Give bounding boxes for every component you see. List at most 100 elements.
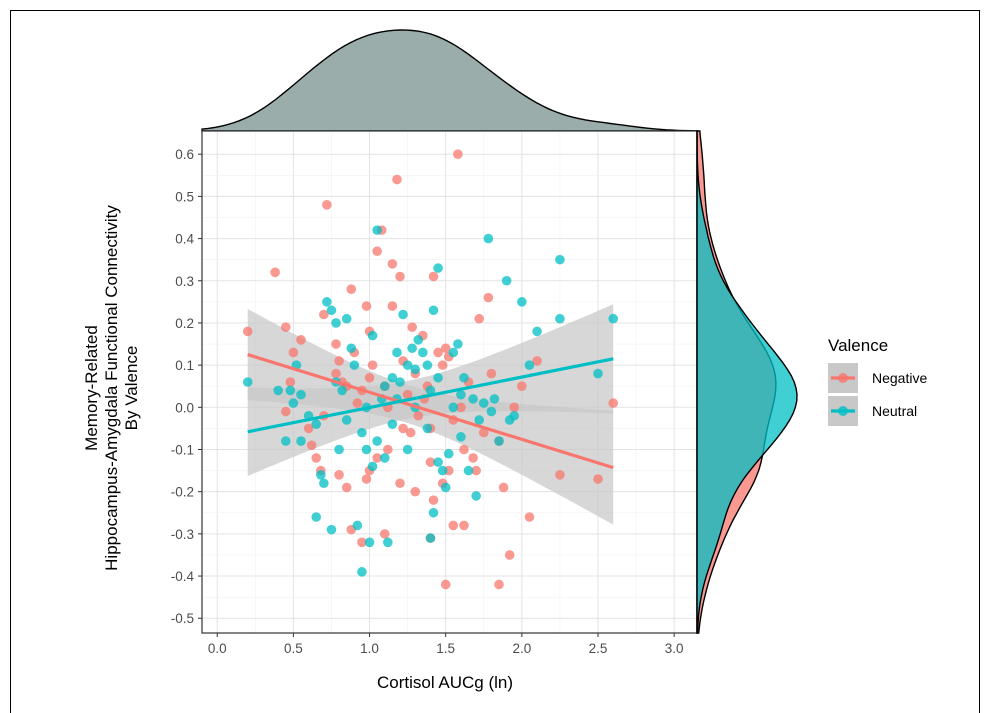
point-negative [346, 284, 357, 294]
point-negative [285, 377, 296, 387]
y-tick-label: -0.2 [171, 485, 194, 500]
point-negative [425, 457, 436, 467]
x-axis-title: Cortisol AUCg (ln) [377, 673, 513, 692]
point-neutral [395, 377, 405, 387]
point-negative [504, 550, 515, 560]
point-negative [402, 389, 413, 400]
point-neutral [468, 394, 478, 404]
point-neutral [398, 309, 408, 320]
point-neutral [311, 419, 322, 429]
point-negative [474, 313, 485, 324]
x-axis-ticks: 0.0 0.5 1.0 1.5 2.0 2.5 3.0 [208, 633, 684, 656]
point-negative [331, 339, 341, 349]
point-neutral [346, 343, 357, 354]
y-tick-label: -0.4 [171, 569, 195, 584]
point-neutral [372, 436, 382, 446]
point-neutral [316, 470, 326, 480]
point-neutral [387, 372, 398, 383]
point-neutral [319, 478, 329, 489]
point-neutral [285, 385, 296, 396]
point-negative [303, 423, 314, 434]
point-neutral [379, 381, 390, 392]
point-neutral [407, 343, 417, 354]
point-neutral [402, 444, 413, 455]
point-negative [494, 579, 504, 590]
point-neutral [387, 419, 398, 429]
point-neutral [456, 432, 466, 442]
point-negative [352, 398, 363, 408]
point-neutral [433, 263, 443, 273]
legend-label-negative: Negative [872, 370, 927, 386]
point-negative [372, 246, 382, 257]
point-neutral [463, 465, 474, 476]
point-neutral [608, 313, 619, 324]
x-tick-label: 0.0 [208, 641, 227, 656]
point-negative [478, 427, 489, 438]
y-axis-title-line-2: Hippocampus-Amygdala Functional Connecti… [102, 205, 121, 571]
point-negative [334, 356, 344, 366]
point-negative [280, 322, 291, 332]
point-neutral [448, 402, 459, 413]
y-tick-label: 0.5 [175, 189, 194, 204]
point-negative [428, 495, 439, 505]
x-tick-label: 2.5 [589, 641, 608, 656]
x-tick-label: 0.5 [284, 641, 303, 656]
point-neutral [422, 360, 433, 370]
point-neutral [440, 482, 451, 493]
point-negative [322, 200, 332, 210]
point-neutral [341, 415, 352, 425]
point-neutral [555, 313, 565, 324]
point-neutral [311, 512, 322, 522]
point-negative [437, 360, 448, 370]
point-negative [311, 453, 322, 463]
point-neutral [364, 537, 375, 548]
point-negative [398, 423, 408, 434]
plot-panel [201, 130, 698, 634]
x-marginal-density [201, 29, 698, 132]
y-tick-label: -0.1 [171, 442, 194, 457]
legend-key-point [838, 406, 848, 416]
y-tick-label: 0.2 [175, 316, 194, 331]
point-neutral [418, 347, 428, 358]
point-negative [367, 360, 378, 370]
point-negative [379, 529, 390, 539]
point-negative [410, 486, 421, 497]
point-neutral [433, 457, 443, 467]
point-negative [433, 347, 443, 358]
y-axis-title: Memory-Related Hippocampus-Amygdala Func… [82, 205, 141, 571]
point-neutral [326, 524, 337, 535]
point-neutral [504, 415, 515, 425]
point-negative [270, 267, 280, 278]
legend-keys: Negative Neutral [828, 363, 927, 426]
regression-lines [247, 353, 614, 470]
point-negative [440, 343, 451, 354]
point-negative [453, 149, 463, 160]
point-neutral [402, 360, 413, 370]
point-neutral [453, 339, 463, 349]
x-tick-label: 3.0 [665, 641, 684, 656]
x-tick-label: 1.5 [436, 641, 455, 656]
point-negative [456, 402, 466, 413]
point-negative [364, 372, 375, 383]
y-tick-label: 0.6 [175, 147, 194, 162]
point-negative [448, 520, 459, 531]
y-tick-label: -0.3 [171, 527, 194, 542]
point-neutral [425, 385, 436, 396]
y-tick-label: 0.1 [175, 358, 194, 373]
point-neutral [437, 465, 448, 476]
point-neutral [483, 233, 494, 244]
point-neutral [593, 368, 603, 379]
y-tick-label: 0.4 [175, 232, 194, 247]
point-neutral [296, 436, 306, 446]
point-neutral [410, 364, 421, 375]
point-neutral [273, 385, 283, 396]
point-neutral [532, 326, 542, 337]
point-neutral [517, 297, 527, 307]
point-negative [280, 406, 291, 417]
x-tick-label: 2.0 [512, 641, 531, 656]
point-neutral [474, 415, 485, 425]
point-neutral [471, 491, 481, 501]
point-negative [459, 444, 469, 455]
point-neutral [334, 444, 344, 455]
point-neutral [372, 225, 382, 235]
